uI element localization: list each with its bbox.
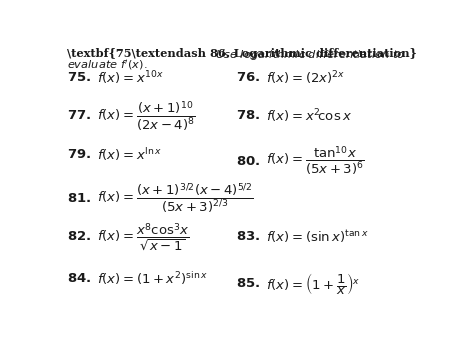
Text: $\mathbf{76.\!}$: $\mathbf{76.\!}$: [236, 71, 261, 84]
Text: $f(x) = \dfrac{\tan^{10}\!x}{(5x+3)^{6}}$: $f(x) = \dfrac{\tan^{10}\!x}{(5x+3)^{6}}…: [266, 144, 365, 178]
Text: $\mathbf{82.\!}$: $\mathbf{82.\!}$: [67, 230, 91, 243]
Text: $f(x) = \dfrac{(x+1)^{3/2}(x-4)^{5/2}}{(5x+3)^{2/3}}$: $f(x) = \dfrac{(x+1)^{3/2}(x-4)^{5/2}}{(…: [97, 181, 253, 215]
Text: $f(x) = (2x)^{2x}$: $f(x) = (2x)^{2x}$: [266, 69, 345, 87]
Text: $f(x) = x^{10x}$: $f(x) = x^{10x}$: [97, 69, 163, 87]
Text: $\mathbf{81.\!}$: $\mathbf{81.\!}$: [67, 192, 91, 205]
Text: $f(x) = (1+x^2)^{\sin x}$: $f(x) = (1+x^2)^{\sin x}$: [97, 270, 208, 287]
Text: $\mathbf{79.\!}$: $\mathbf{79.\!}$: [67, 148, 91, 161]
Text: $\mathit{evaluate}\ f'(x).$: $\mathit{evaluate}\ f'(x).$: [67, 58, 147, 72]
Text: $\mathbf{75.\!}$: $\mathbf{75.\!}$: [67, 71, 91, 84]
Text: $\mathbf{84.\!}$: $\mathbf{84.\!}$: [67, 272, 91, 286]
Text: $f(x) = (\sin x)^{\tan x}$: $f(x) = (\sin x)^{\tan x}$: [266, 228, 369, 245]
Text: $f(x) = \left(1+\dfrac{1}{x}\right)^{x}$: $f(x) = \left(1+\dfrac{1}{x}\right)^{x}$: [266, 271, 360, 297]
Text: $\mathbf{77.\!}$: $\mathbf{77.\!}$: [67, 109, 91, 122]
Text: $f(x) = x^2\!\cos x$: $f(x) = x^2\!\cos x$: [266, 107, 352, 125]
Text: $\mathbf{78.\!}$: $\mathbf{78.\!}$: [236, 109, 261, 122]
Text: $\mathit{Use\ logarithmic\ differentiation\ to}$: $\mathit{Use\ logarithmic\ differentiati…: [216, 48, 405, 62]
Text: $f(x) = \dfrac{(x+1)^{10}}{(2x-4)^{8}}$: $f(x) = \dfrac{(x+1)^{10}}{(2x-4)^{8}}$: [97, 99, 195, 133]
Text: $f(x) = \dfrac{x^8\cos^3\!x}{\sqrt{x-1}}$: $f(x) = \dfrac{x^8\cos^3\!x}{\sqrt{x-1}}…: [97, 221, 189, 253]
Text: $\mathbf{83.\!}$: $\mathbf{83.\!}$: [236, 230, 261, 243]
Text: $f(x) = x^{\ln x}$: $f(x) = x^{\ln x}$: [97, 146, 161, 163]
Text: $\mathbf{85.\!}$: $\mathbf{85.\!}$: [236, 277, 261, 290]
Text: \textbf{75\textendash 86. Logarithmic differentiation}: \textbf{75\textendash 86. Logarithmic di…: [67, 48, 417, 59]
Text: $\mathbf{80.\!}$: $\mathbf{80.\!}$: [236, 154, 261, 168]
